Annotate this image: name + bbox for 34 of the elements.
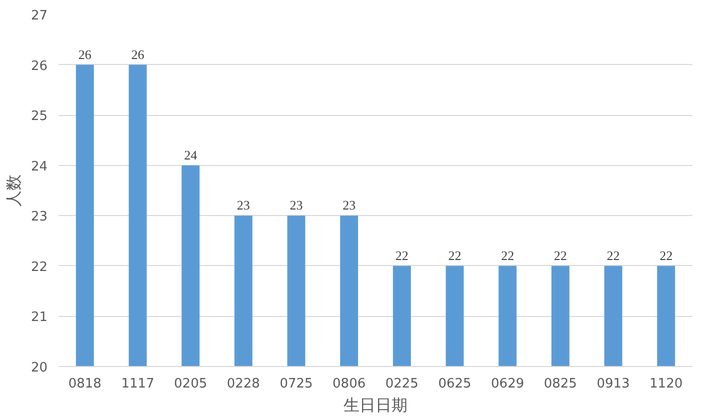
data-label: 22 xyxy=(606,248,620,263)
y-axis-title: 人数 xyxy=(4,174,23,206)
data-label: 22 xyxy=(660,248,673,263)
x-tick-label: 0725 xyxy=(280,376,313,392)
x-axis-title: 生日日期 xyxy=(344,396,408,414)
x-tick-label: 0625 xyxy=(438,376,472,392)
y-tick-label: 21 xyxy=(30,310,48,326)
data-label: 23 xyxy=(342,198,356,213)
x-tick-label: 1120 xyxy=(650,376,683,392)
y-tick-label: 25 xyxy=(30,109,48,124)
data-label: 22 xyxy=(501,248,514,263)
data-label: 26 xyxy=(78,46,92,62)
y-tick-label: 20 xyxy=(30,360,48,376)
data-label: 22 xyxy=(448,248,462,263)
y-tick-label: 22 xyxy=(30,260,48,275)
data-label: 23 xyxy=(290,198,303,213)
y-tick-label: 24 xyxy=(30,159,48,174)
data-label: 24 xyxy=(184,147,198,162)
data-label: 26 xyxy=(131,46,145,62)
x-tick-label: 0629 xyxy=(491,376,524,392)
x-tick-label: 0913 xyxy=(596,376,630,392)
y-tick-label: 27 xyxy=(30,8,48,24)
x-tick-label: 0818 xyxy=(68,376,102,392)
x-tick-label: 0225 xyxy=(385,376,418,392)
y-tick-label: 23 xyxy=(30,210,48,225)
x-tick-label: 0825 xyxy=(544,376,577,392)
x-tick-label: 1117 xyxy=(121,376,154,392)
data-label: 22 xyxy=(554,248,567,263)
x-tick-label: 0806 xyxy=(332,376,366,392)
x-tick-label: 0205 xyxy=(174,376,208,392)
y-tick-label: 26 xyxy=(30,58,48,74)
data-label: 23 xyxy=(236,198,250,213)
data-label: 22 xyxy=(395,248,408,263)
x-tick-label: 0228 xyxy=(226,376,260,392)
